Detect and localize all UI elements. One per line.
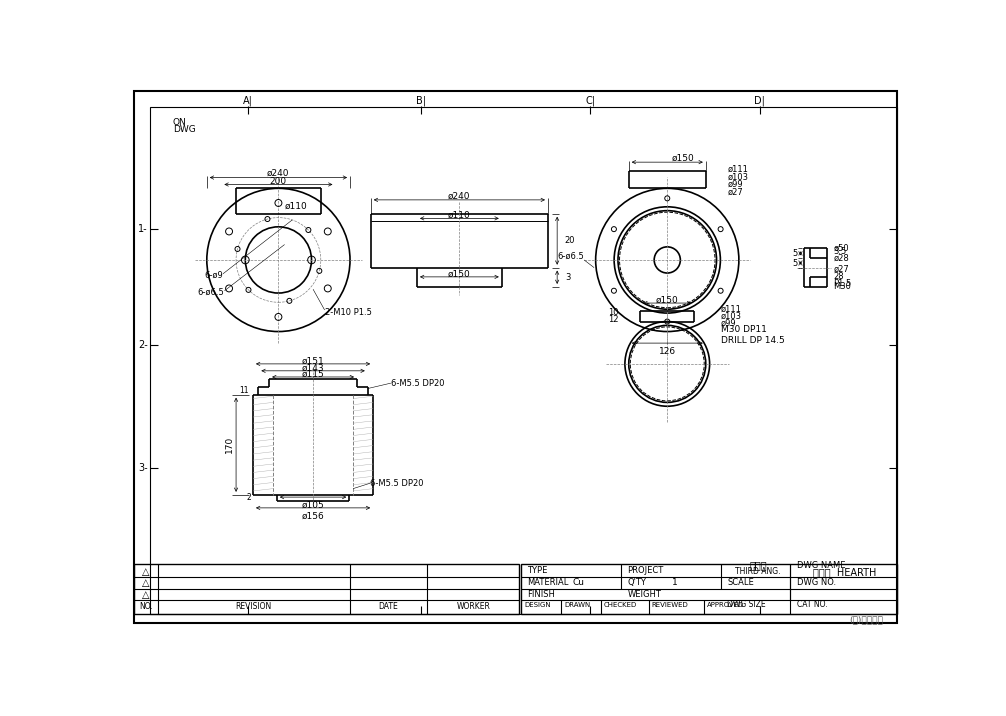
Text: ø240: ø240 xyxy=(268,169,290,178)
Text: ø103: ø103 xyxy=(727,173,748,181)
Text: 10: 10 xyxy=(608,308,619,316)
Text: THIRD ANG.: THIRD ANG. xyxy=(735,567,781,576)
Text: 11: 11 xyxy=(239,387,248,395)
Text: DRILL DP 14.5: DRILL DP 14.5 xyxy=(721,337,785,345)
Text: 28: 28 xyxy=(834,272,844,281)
Text: 200: 200 xyxy=(270,177,287,186)
Text: ø115: ø115 xyxy=(302,369,325,378)
Text: MATERIAL: MATERIAL xyxy=(527,578,568,587)
Text: 20: 20 xyxy=(564,236,575,245)
Text: 6-ø6.5: 6-ø6.5 xyxy=(198,288,224,296)
Text: A|: A| xyxy=(242,95,253,106)
Text: DATE: DATE xyxy=(378,602,398,611)
Text: ø27: ø27 xyxy=(727,188,743,197)
Text: 2: 2 xyxy=(246,493,252,503)
Text: M30: M30 xyxy=(834,282,851,291)
Text: ø111: ø111 xyxy=(721,305,742,314)
Text: 170: 170 xyxy=(225,436,234,453)
Text: 5: 5 xyxy=(793,249,798,258)
Text: 2-M10 P1.5: 2-M10 P1.5 xyxy=(325,308,371,316)
Text: 12: 12 xyxy=(608,316,619,324)
Text: ø143: ø143 xyxy=(302,363,324,372)
Text: DWG NO.: DWG NO. xyxy=(797,578,836,587)
Text: ø103: ø103 xyxy=(721,311,742,321)
Text: 1: 1 xyxy=(672,578,678,587)
Text: ø105: ø105 xyxy=(302,501,325,510)
Text: WORKER: WORKER xyxy=(457,602,490,611)
Text: ø110: ø110 xyxy=(448,211,471,220)
Text: ø150: ø150 xyxy=(448,270,471,279)
Text: ø50: ø50 xyxy=(834,244,849,253)
Text: △: △ xyxy=(142,579,150,589)
Text: CAT NO.: CAT NO. xyxy=(797,601,827,609)
Text: ø150: ø150 xyxy=(671,154,694,163)
Text: 1-: 1- xyxy=(138,224,148,234)
Text: C|: C| xyxy=(585,95,596,106)
Text: TYPE: TYPE xyxy=(527,566,547,575)
Text: ø150: ø150 xyxy=(656,296,679,304)
Bar xyxy=(135,564,519,614)
Text: APPROVED: APPROVED xyxy=(707,602,744,608)
Text: DWG NAME: DWG NAME xyxy=(797,561,845,570)
Text: △: △ xyxy=(142,590,150,600)
Text: ø27: ø27 xyxy=(834,265,849,274)
Text: ø99: ø99 xyxy=(721,319,736,328)
Text: B|: B| xyxy=(415,95,426,106)
Text: REVISION: REVISION xyxy=(235,602,272,611)
Text: 3-: 3- xyxy=(138,463,148,473)
Text: PROJECT: PROJECT xyxy=(627,566,664,575)
Text: FINISH: FINISH xyxy=(527,589,555,599)
Text: ø240: ø240 xyxy=(448,191,471,200)
Text: D|: D| xyxy=(754,95,766,106)
Text: 3.5: 3.5 xyxy=(834,247,847,256)
Text: 소모성  HEARTH: 소모성 HEARTH xyxy=(813,568,876,578)
Text: 5: 5 xyxy=(793,258,798,268)
Text: CHECKED: CHECKED xyxy=(605,602,638,608)
Text: 6-M5.5 DP20: 6-M5.5 DP20 xyxy=(391,379,445,387)
Text: ø110: ø110 xyxy=(285,201,307,211)
Text: P1.5: P1.5 xyxy=(834,279,852,289)
Text: 126: 126 xyxy=(659,347,676,356)
Text: NO.: NO. xyxy=(139,602,153,611)
Text: ø111: ø111 xyxy=(727,165,748,173)
Text: ON: ON xyxy=(173,117,187,127)
Bar xyxy=(521,564,896,614)
Text: DWG: DWG xyxy=(173,125,196,134)
Text: 6-ø6.5: 6-ø6.5 xyxy=(557,251,584,261)
Text: M30 DP11: M30 DP11 xyxy=(721,325,767,334)
Text: Q'TY: Q'TY xyxy=(627,578,646,587)
Text: 2-: 2- xyxy=(138,339,148,349)
Text: 6-ø9: 6-ø9 xyxy=(204,271,223,280)
Text: DESIGN: DESIGN xyxy=(524,602,550,608)
Text: DRAWN: DRAWN xyxy=(564,602,591,608)
Text: ø28: ø28 xyxy=(834,254,849,263)
Text: ø99: ø99 xyxy=(727,180,743,189)
Text: 三角法: 三角法 xyxy=(749,561,767,571)
Text: WEIGHT: WEIGHT xyxy=(627,589,661,599)
Text: △: △ xyxy=(142,567,150,577)
Text: ø151: ø151 xyxy=(302,357,325,365)
Text: (주)한블레스: (주)한블레스 xyxy=(849,616,883,625)
Text: SCALE: SCALE xyxy=(727,578,754,587)
Text: REVIEWED: REVIEWED xyxy=(652,602,689,608)
Text: DWG SIZE: DWG SIZE xyxy=(727,601,766,609)
Text: Cu: Cu xyxy=(572,578,584,587)
Text: ø156: ø156 xyxy=(302,512,325,521)
Text: 6-M5.5 DP20: 6-M5.5 DP20 xyxy=(370,479,424,488)
Text: 3: 3 xyxy=(564,273,570,282)
